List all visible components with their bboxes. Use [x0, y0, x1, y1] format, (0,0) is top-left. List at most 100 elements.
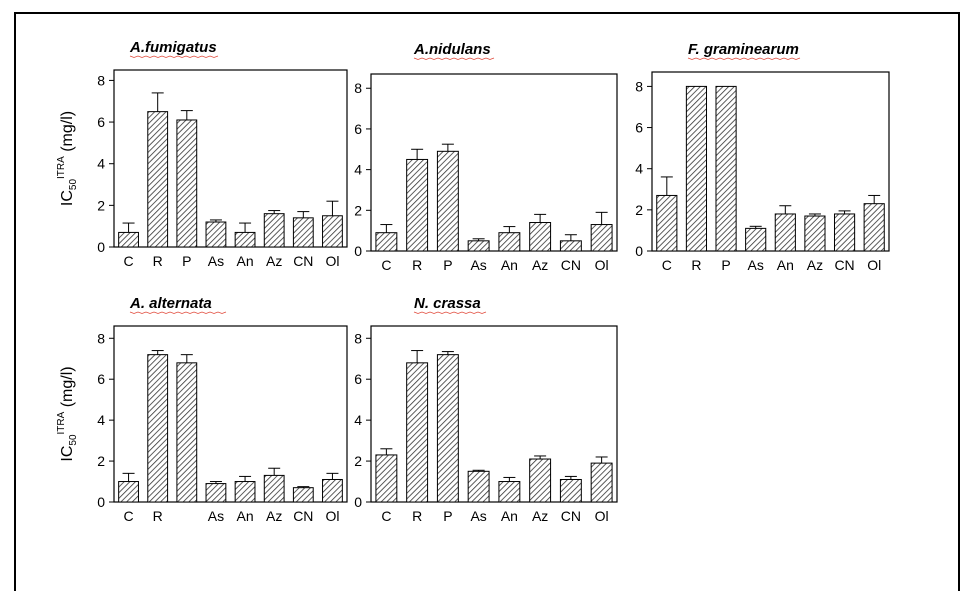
- y-tick-label: 2: [354, 453, 362, 469]
- x-tick-label: CN: [561, 257, 581, 273]
- x-tick-label: R: [153, 253, 163, 269]
- bar: [118, 231, 139, 248]
- title-squiggle: [129, 55, 219, 58]
- x-tick-label: Ol: [867, 257, 881, 273]
- x-tick-label: Az: [266, 508, 282, 524]
- bar: [529, 222, 552, 252]
- plot-frame: [370, 325, 618, 503]
- title-squiggle: [413, 311, 487, 314]
- x-tick-label: An: [237, 508, 254, 524]
- x-tick-label: Az: [532, 257, 548, 273]
- y-tick-label: 8: [97, 330, 105, 346]
- y-tick-label: 2: [635, 202, 643, 218]
- figure-frame: [14, 12, 960, 591]
- title-squiggle: [687, 57, 801, 60]
- chart-panel-3: A. alternata 0 2 4 6 8 IC50ITRA (mg/l) C R As An Az…: [56, 295, 348, 524]
- title-squiggle: [413, 57, 495, 60]
- bar: [745, 227, 767, 252]
- bar: [234, 481, 256, 503]
- y-tick-label: 4: [97, 156, 105, 172]
- y-tick-label: 6: [354, 121, 362, 137]
- x-tick-label: P: [443, 257, 452, 273]
- plot-frame: [651, 71, 890, 252]
- panel-title: N. crassa: [414, 295, 481, 312]
- bar: [292, 487, 314, 503]
- x-tick-label: Ol: [325, 508, 339, 524]
- title-squiggle: [129, 311, 227, 314]
- chart-panel-1: A.nidulans 0 2 4 6 8 C R P As An Az CN Ol: [354, 41, 618, 273]
- bar: [118, 481, 139, 503]
- chart-panel-0: A.fumigatus 0 2 4 6 8 IC50ITRA (mg/l) C R P As An Az…: [56, 39, 348, 269]
- x-tick-label: CN: [834, 257, 854, 273]
- x-tick-label: Ol: [595, 508, 609, 524]
- y-tick-label: 0: [354, 243, 362, 259]
- y-tick-label: 8: [97, 72, 105, 88]
- x-tick-label: P: [721, 257, 730, 273]
- bar: [863, 203, 885, 252]
- plot-frame: [113, 69, 348, 248]
- x-tick-label: C: [662, 257, 672, 273]
- bar: [263, 474, 285, 503]
- x-tick-label: C: [381, 508, 391, 524]
- chart-panel-4: N. crassa 0 2 4 6 8 C R P As An Az CN Ol: [354, 295, 618, 524]
- bar: [406, 362, 429, 503]
- x-tick-label: As: [208, 508, 224, 524]
- bar: [176, 119, 198, 248]
- bar: [498, 481, 521, 503]
- x-tick-label: Ol: [325, 253, 339, 269]
- bar: [205, 221, 227, 248]
- bar: [833, 213, 856, 252]
- bar: [234, 231, 256, 248]
- y-tick-label: 0: [635, 243, 643, 259]
- x-tick-label: C: [124, 253, 134, 269]
- bar: [656, 194, 678, 252]
- bar: [375, 454, 398, 503]
- y-tick-label: 4: [635, 161, 643, 177]
- x-tick-label: R: [412, 257, 422, 273]
- y-tick-label: 0: [354, 494, 362, 510]
- bar: [559, 478, 582, 503]
- bar: [467, 240, 490, 252]
- x-tick-label: As: [208, 253, 224, 269]
- x-tick-label: An: [237, 253, 254, 269]
- bar: [436, 354, 459, 503]
- x-tick-label: As: [748, 257, 764, 273]
- x-tick-label: R: [691, 257, 701, 273]
- y-tick-label: 6: [354, 371, 362, 387]
- bar: [498, 232, 521, 252]
- figure-svg: A.fumigatus 0 2 4 6 8 IC50ITRA (mg/l) C R P As An Az…: [56, 39, 890, 524]
- y-tick-label: 4: [354, 412, 362, 428]
- bar: [147, 354, 169, 503]
- y-tick-label: 6: [97, 114, 105, 130]
- y-tick-label: 0: [97, 494, 105, 510]
- bar: [176, 362, 198, 503]
- y-tick-label: 8: [635, 78, 643, 94]
- bar: [685, 85, 708, 252]
- x-tick-label: P: [443, 508, 452, 524]
- bar: [375, 232, 398, 252]
- x-tick-label: C: [124, 508, 134, 524]
- bar: [804, 215, 826, 252]
- y-tick-label: 2: [97, 453, 105, 469]
- y-tick-label: 6: [635, 120, 643, 136]
- bar: [529, 458, 552, 503]
- x-tick-label: C: [381, 257, 391, 273]
- y-tick-label: 2: [97, 197, 105, 213]
- x-tick-label: CN: [561, 508, 581, 524]
- y-tick-label: 4: [354, 162, 362, 178]
- bar: [406, 158, 429, 252]
- bar: [292, 217, 314, 248]
- y-tick-label: 8: [354, 80, 362, 96]
- bar: [774, 213, 796, 252]
- x-tick-label: Az: [807, 257, 823, 273]
- x-tick-label: An: [501, 257, 518, 273]
- x-tick-label: Az: [266, 253, 282, 269]
- x-tick-label: R: [412, 508, 422, 524]
- x-tick-label: P: [182, 253, 191, 269]
- x-tick-label: Az: [532, 508, 548, 524]
- x-tick-label: As: [470, 508, 486, 524]
- plot-frame: [113, 325, 348, 503]
- bar: [322, 478, 343, 503]
- bar: [715, 85, 737, 252]
- y-tick-label: 2: [354, 202, 362, 218]
